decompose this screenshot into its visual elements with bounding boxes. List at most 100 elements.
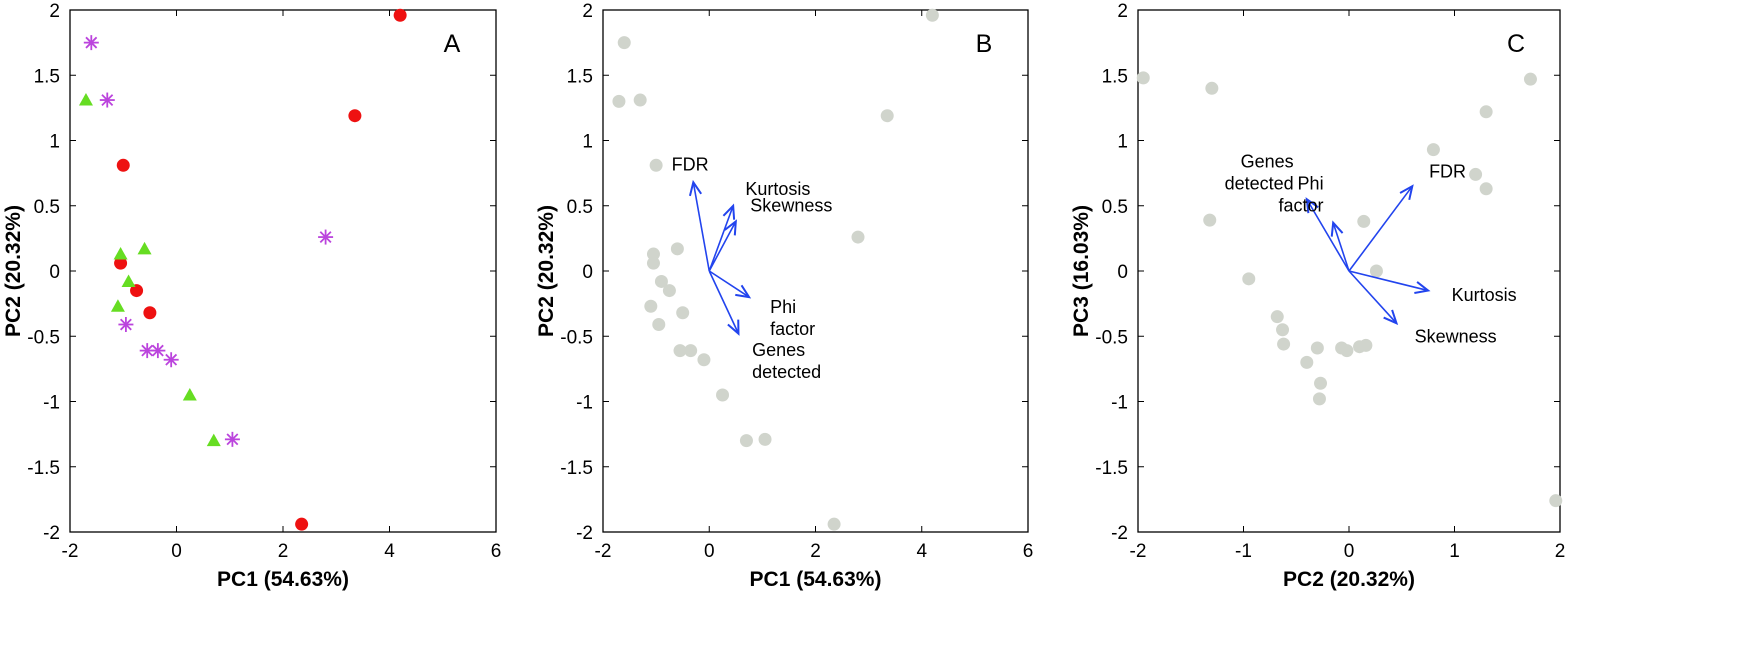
vector-label: Kurtosis: [1452, 285, 1517, 305]
data-point: [1359, 338, 1373, 352]
data-point: [654, 274, 668, 288]
arrow-head: [727, 319, 740, 336]
data-point: [697, 353, 711, 367]
data-point: [646, 256, 660, 270]
star-stroke: [85, 36, 98, 49]
y-tick-label: 1: [582, 132, 593, 153]
data-point: [1549, 494, 1563, 508]
x-axis-label: PC2 (20.32%): [1283, 568, 1415, 591]
data-point: [1426, 143, 1440, 157]
circle-marker: [393, 8, 407, 22]
y-tick-label: -0.5: [560, 327, 593, 348]
star-marker: [118, 317, 134, 333]
y-tick-label: 0: [1117, 262, 1128, 283]
star-marker: [318, 229, 334, 245]
data-point: [1242, 272, 1256, 286]
panel-label: B: [976, 30, 993, 58]
star-stroke: [319, 231, 332, 244]
y-tick-label: 1.5: [1102, 66, 1128, 87]
x-tick-label: 6: [1023, 541, 1034, 562]
loading-vector: Skewness: [1348, 270, 1497, 347]
y-tick-label: -1.5: [560, 458, 593, 479]
y-tick-label: -1.5: [1095, 458, 1128, 479]
vector-line: [708, 221, 737, 272]
triangle-marker: [206, 433, 221, 447]
arrow-head: [735, 284, 752, 299]
triangle-marker: [137, 241, 152, 255]
data-point: [827, 517, 841, 531]
data-point: [1469, 167, 1483, 181]
data-point: [1310, 341, 1324, 355]
x-axis-label: PC1 (54.63%): [217, 568, 349, 591]
vector-line: [692, 182, 711, 272]
vector-label: Kurtosis: [745, 179, 810, 199]
x-tick-label: 2: [278, 541, 289, 562]
arrow-head: [1414, 281, 1431, 295]
x-tick-label: 0: [171, 541, 182, 562]
triangle-marker: [182, 387, 197, 401]
star-marker: [83, 35, 99, 51]
star-stroke: [119, 318, 132, 331]
star-stroke: [151, 344, 164, 357]
y-tick-label: -2: [43, 523, 60, 544]
data-point: [617, 36, 631, 50]
y-tick-label: 0: [49, 262, 60, 283]
data-point: [612, 94, 626, 108]
data-point: [1340, 344, 1354, 358]
data-point: [1136, 71, 1150, 85]
y-tick-label: 1: [49, 132, 60, 153]
loading-vector: Skewness: [708, 196, 832, 272]
data-point: [649, 158, 663, 172]
x-tick-label: 6: [491, 541, 502, 562]
x-tick-label: 0: [1344, 541, 1355, 562]
y-tick-label: 2: [1117, 1, 1128, 22]
data-point: [684, 344, 698, 358]
loading-vector: Kurtosis: [708, 179, 810, 272]
vector-label: Phi: [1298, 174, 1324, 194]
y-tick-label: -1: [43, 393, 60, 414]
y-tick-label: -2: [576, 523, 593, 544]
star-stroke: [226, 433, 239, 446]
star-marker: [99, 92, 115, 108]
x-tick-label: 0: [704, 541, 715, 562]
data-point: [1276, 323, 1290, 337]
vector-label: Skewness: [1415, 327, 1497, 347]
arrow-head: [1305, 197, 1319, 214]
data-point: [1203, 213, 1217, 227]
data-point: [633, 93, 647, 107]
panel-a: -2 0 2 4 6 2 1.5 1 0.5 0 -0.5 -1 -1.5 -2 PC1 (54.63%) P…: [2, 1, 501, 591]
arrow-head: [1399, 184, 1414, 201]
vector-label: factor: [1279, 196, 1324, 216]
y-tick-label: 1.5: [34, 66, 60, 87]
panel-label: C: [1507, 30, 1525, 58]
vector-line: [1306, 198, 1350, 272]
data-point: [1479, 105, 1493, 119]
data-point: [1277, 337, 1291, 351]
data-point: [1300, 355, 1314, 369]
y-tick-label: -1.5: [27, 458, 60, 479]
star-marker: [224, 431, 240, 447]
star-stroke: [165, 353, 178, 366]
y-tick-label: 2: [49, 1, 60, 22]
data-point: [652, 318, 666, 332]
x-axis-label: PC1 (54.63%): [750, 568, 882, 591]
vector-label: Phi: [770, 297, 796, 317]
panel-c: -2 -1 0 1 2 2 1.5 1 0.5 0 -0.5 -1 -1.5 -2 PC2 (20.32%)…: [1070, 1, 1565, 591]
arrow-head: [1330, 220, 1344, 237]
star-stroke: [101, 94, 114, 106]
triangle-marker: [113, 247, 128, 260]
x-tick-label: -2: [62, 541, 79, 562]
circle-marker: [348, 109, 362, 123]
triangle-marker: [110, 299, 125, 312]
arrow-head: [688, 179, 703, 197]
data-point: [1270, 310, 1284, 324]
data-point: [673, 344, 687, 358]
vector-label: detected: [1225, 174, 1294, 194]
data-point: [880, 109, 894, 123]
y-tick-label: -2: [1111, 523, 1128, 544]
star-marker: [150, 343, 166, 359]
